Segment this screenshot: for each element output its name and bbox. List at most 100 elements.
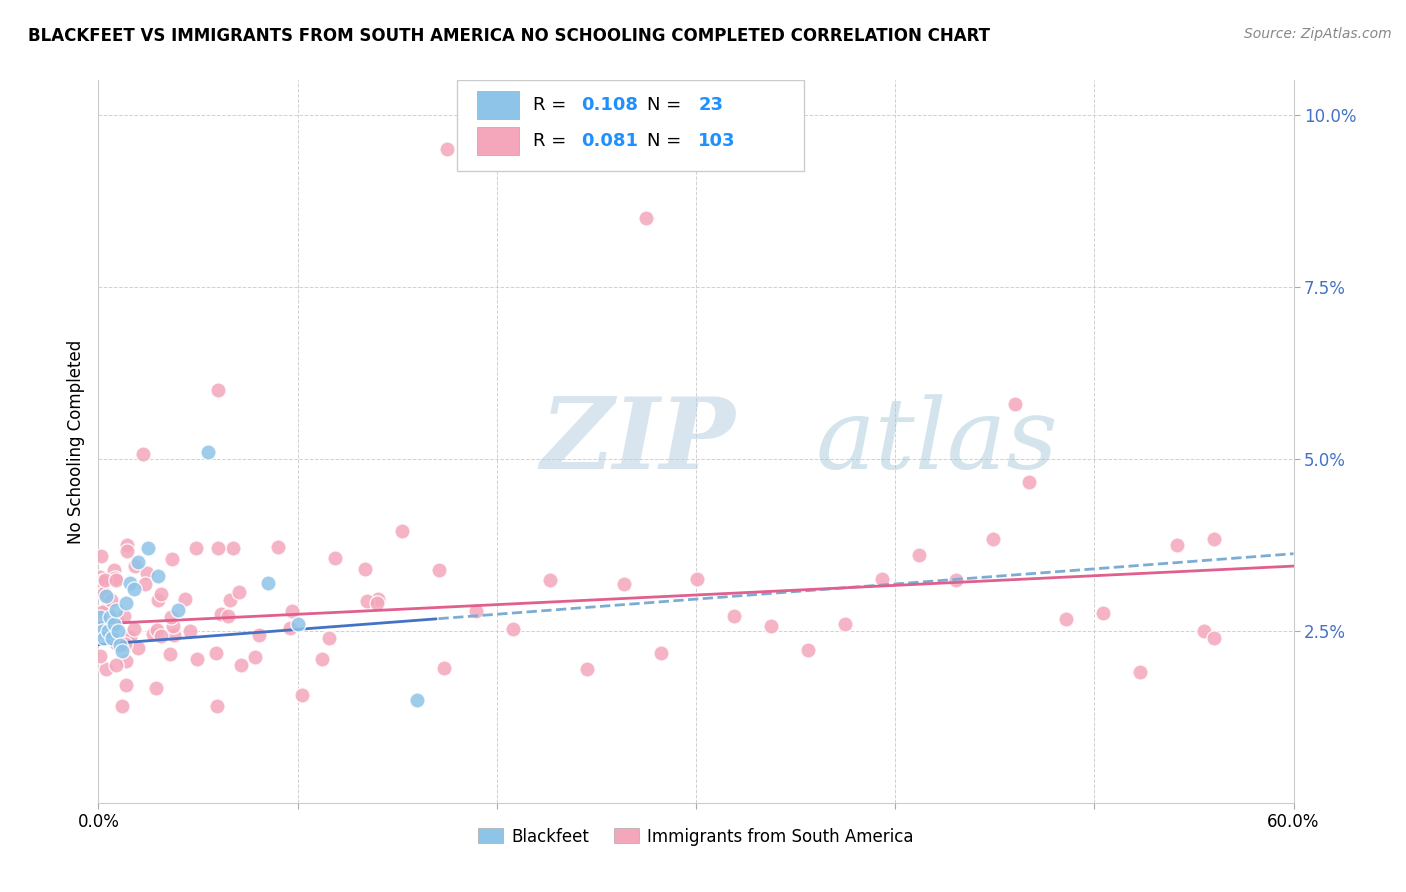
Point <box>219 593 242 607</box>
Point <box>162 619 184 633</box>
Point <box>367 591 389 606</box>
Text: Source: ZipAtlas.com: Source: ZipAtlas.com <box>1244 27 1392 41</box>
Text: BLACKFEET VS IMMIGRANTS FROM SOUTH AMERICA NO SCHOOLING COMPLETED CORRELATION CH: BLACKFEET VS IMMIGRANTS FROM SOUTH AMERI… <box>28 27 990 45</box>
Point <box>228 585 250 599</box>
Point <box>325 551 347 566</box>
Point <box>278 622 301 636</box>
Point <box>207 383 229 397</box>
Text: ZIP: ZIP <box>541 393 735 490</box>
Point <box>723 609 745 624</box>
Point <box>150 587 173 601</box>
Point <box>103 572 125 586</box>
Point <box>124 559 146 574</box>
Text: atlas: atlas <box>815 394 1059 489</box>
Point <box>870 573 893 587</box>
Point <box>1202 631 1225 645</box>
Point <box>149 630 172 644</box>
Point <box>107 624 129 638</box>
Point <box>1054 612 1077 626</box>
Point <box>124 582 146 597</box>
Point <box>636 211 658 225</box>
Point <box>91 605 114 619</box>
Point <box>267 540 290 554</box>
Point <box>1166 538 1188 552</box>
Point <box>97 624 120 638</box>
Point <box>91 624 114 638</box>
Point <box>356 594 378 608</box>
Point <box>114 637 136 651</box>
Point <box>93 586 115 600</box>
Point <box>247 627 270 641</box>
Point <box>115 678 138 692</box>
Point <box>256 575 278 590</box>
Point <box>217 608 239 623</box>
Point <box>179 624 201 638</box>
Point <box>205 646 228 660</box>
Point <box>538 573 561 587</box>
Point <box>209 607 232 622</box>
Point <box>1202 532 1225 546</box>
Point <box>136 566 159 580</box>
Point <box>148 568 170 582</box>
Text: 0.081: 0.081 <box>581 132 638 150</box>
Point <box>146 623 169 637</box>
Point <box>197 445 219 459</box>
Point <box>118 631 141 645</box>
Point <box>280 604 302 618</box>
Point <box>127 555 149 569</box>
Point <box>93 573 115 587</box>
Text: R =: R = <box>533 95 567 114</box>
FancyBboxPatch shape <box>477 128 519 154</box>
Point <box>981 532 1004 546</box>
Point <box>167 603 190 617</box>
Point <box>186 652 208 666</box>
Point <box>406 692 429 706</box>
Point <box>354 562 377 576</box>
Point <box>761 619 783 633</box>
Point <box>146 593 169 607</box>
Point <box>797 643 820 657</box>
Point <box>1004 397 1026 411</box>
Point <box>613 577 636 591</box>
Point <box>160 552 183 566</box>
Point <box>100 613 122 627</box>
Text: 0.108: 0.108 <box>581 95 638 114</box>
Text: 103: 103 <box>699 132 735 150</box>
Point <box>134 577 156 591</box>
Point <box>229 658 252 673</box>
Point <box>105 573 128 587</box>
Point <box>1092 606 1115 620</box>
Point <box>89 648 111 663</box>
Point <box>174 592 197 607</box>
Text: N =: N = <box>647 95 682 114</box>
Point <box>115 596 138 610</box>
Point <box>465 604 488 618</box>
Point <box>222 541 245 556</box>
Point <box>103 616 125 631</box>
Point <box>96 601 118 615</box>
Text: N =: N = <box>647 132 682 150</box>
Point <box>366 596 388 610</box>
Point <box>145 681 167 696</box>
Point <box>207 541 229 556</box>
Point <box>163 628 186 642</box>
Point <box>127 641 149 656</box>
FancyBboxPatch shape <box>477 91 519 119</box>
Point <box>136 541 159 556</box>
Point <box>186 541 208 555</box>
Point <box>111 699 134 714</box>
Point <box>90 549 112 563</box>
Point <box>686 572 709 586</box>
Point <box>89 570 111 584</box>
Point <box>650 646 672 660</box>
Point <box>93 631 115 645</box>
Point <box>1129 665 1152 679</box>
Point <box>111 644 134 658</box>
Point <box>159 647 181 661</box>
Point <box>1018 475 1040 489</box>
Point <box>103 563 125 577</box>
Point <box>160 610 183 624</box>
Point <box>105 603 128 617</box>
Point <box>91 618 114 632</box>
Point <box>104 657 127 672</box>
